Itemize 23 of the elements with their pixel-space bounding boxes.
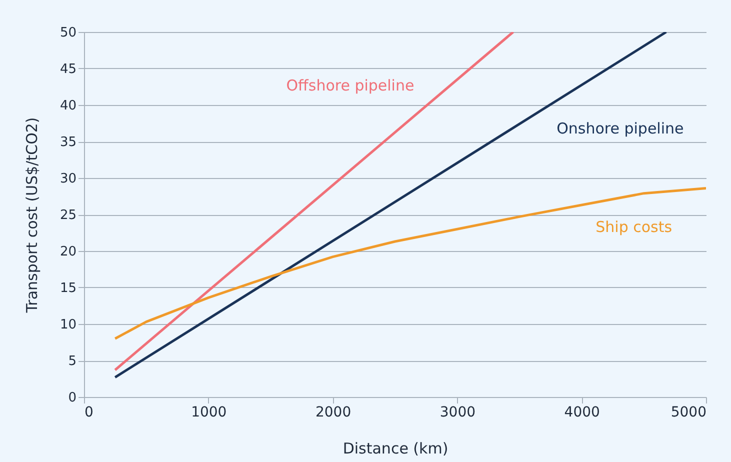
y-tick-label: 45 bbox=[60, 62, 76, 77]
x-tick-label: 0 bbox=[84, 404, 94, 420]
y-axis-title: Transport cost (US$/tCO2) bbox=[22, 117, 41, 314]
line-series bbox=[114, 186, 706, 340]
x-tick-label: 5000 bbox=[670, 404, 706, 420]
y-tick-label: 15 bbox=[60, 281, 76, 296]
y-tick-label: 40 bbox=[60, 98, 76, 114]
series-label: Ship costs bbox=[596, 218, 672, 236]
x-tick-label: 2000 bbox=[315, 404, 352, 420]
x-tick-label: 4000 bbox=[564, 404, 600, 420]
y-tick-label: 50 bbox=[60, 26, 76, 40]
y-tick-label: 0 bbox=[68, 390, 76, 406]
y-tick-label: 25 bbox=[60, 208, 76, 223]
y-tick-label: 10 bbox=[60, 318, 76, 332]
x-tick-label: 1000 bbox=[191, 404, 227, 420]
x-tick-label: 3000 bbox=[440, 404, 476, 420]
y-tick-label: 35 bbox=[60, 135, 76, 150]
y-tick-label: 5 bbox=[68, 354, 76, 369]
x-axis-title: Distance (km) bbox=[342, 440, 448, 458]
y-tick-label: 30 bbox=[60, 172, 76, 186]
series-label: Onshore pipeline bbox=[556, 119, 684, 138]
y-tick-label: 20 bbox=[60, 244, 76, 260]
series-label: Offshore pipeline bbox=[286, 76, 414, 94]
